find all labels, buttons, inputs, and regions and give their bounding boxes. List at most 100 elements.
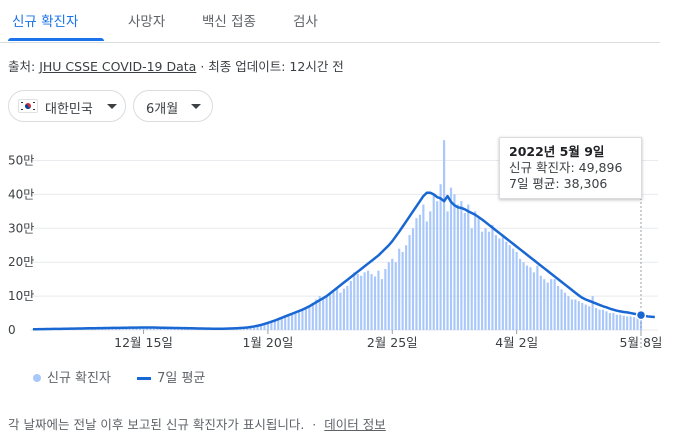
case-bar [553,279,556,330]
tab-deaths[interactable]: 사망자 [128,14,166,30]
case-bar [608,313,611,330]
average-legend-line [137,377,152,380]
case-bar [256,325,259,330]
case-bar [525,265,529,330]
case-bar [266,322,269,330]
case-bar [294,312,297,330]
x-tick-label: 4월 2일 [495,335,538,350]
case-bar [394,262,397,330]
case-bar [612,313,615,330]
source-link[interactable]: JHU CSSE COVID-19 Data [39,59,197,74]
case-bar [277,319,280,330]
tab-new-cases[interactable]: 신규 확진자 [12,14,79,30]
legend-average-label: 7일 평균 [157,371,206,386]
cases-legend-dot [33,374,41,382]
case-bar [487,231,491,330]
case-bar [342,288,345,330]
case-bar [284,316,287,330]
case-bar [246,327,249,330]
case-bar [446,211,449,330]
case-bar [391,258,394,330]
y-tick-label: 30만 [8,221,34,235]
hover-tooltip: 2022년 5월 9일 신규 확진자: 49,896 7일 평균: 38,306 [499,137,642,199]
tab-testing[interactable]: 검사 [293,14,318,30]
case-bar [550,279,553,330]
case-bar [418,214,421,330]
case-bar [373,276,377,330]
case-bar [259,324,263,330]
case-bar [367,270,370,330]
case-bar [474,211,477,330]
case-bar [384,268,387,330]
x-tick-label: 2월 25일 [367,335,418,350]
footer-text: 각 날짜에는 전날 이후 보고된 신규 확진자가 표시됩니다. [8,417,305,432]
case-bar [332,292,335,330]
case-bar [387,262,390,330]
source-prefix: 출처: [8,59,36,74]
x-tick-label: 5월 8일 [620,335,663,350]
period-dropdown[interactable]: 6개월 [133,90,213,122]
case-bar [543,279,546,330]
tooltip-average: 7일 평균: 38,306 [509,176,608,191]
average-line-group [32,191,655,348]
case-bar [501,235,504,330]
case-bar [339,292,342,330]
case-bar [574,299,577,330]
country-label: 대한민국 [45,102,93,117]
case-bar [595,307,598,330]
legend-cases-label: 신규 확진자 [47,371,111,386]
case-bar [519,258,522,330]
x-axis-ticks: 12월 15일 1월 20일 2월 25일 4월 2일 5월 8일 [114,330,662,350]
case-bar [491,224,494,330]
case-bar [494,235,497,330]
data-info-link[interactable]: 데이터 정보 [324,417,386,432]
country-dropdown[interactable]: 대한민국 [8,90,126,122]
case-bar [408,235,411,330]
y-tick-label: 40만 [8,187,34,201]
y-tick-label: 0 [8,323,16,337]
case-bar [570,299,573,330]
korea-flag-icon [18,99,38,113]
case-bar [626,316,629,330]
y-axis-ticks: 0 10만 20만 30만 40만 50만 [8,154,34,337]
last-updated: · 최종 업데이트: 12시간 전 [200,59,344,74]
source-line: 출처: JHU CSSE COVID-19 Data · 최종 업데이트: 12… [8,56,344,75]
tooltip-cases: 신규 확진자: 49,896 [509,160,623,175]
case-bar [591,296,594,330]
case-bar [539,275,542,330]
case-bar [557,285,560,330]
case-bar [322,297,325,330]
tab-vaccination[interactable]: 백신 접종 [202,14,256,30]
case-bar [422,204,425,330]
case-bar [619,314,622,330]
case-bar [577,301,580,330]
case-bar [263,323,266,330]
case-bar [436,201,439,330]
case-bar [291,313,294,330]
case-bar [584,304,587,330]
case-bar [460,201,463,330]
y-tick-label: 50만 [8,154,34,168]
case-bar [31,329,35,330]
case-bar [522,262,525,330]
case-bar [360,275,363,330]
case-bar [297,311,301,330]
tab-bar: 신규 확진자 사망자 백신 접종 검사 [0,0,660,43]
case-bar [429,211,432,330]
case-bar [356,274,359,330]
case-bar [439,184,442,330]
case-bar [453,194,456,330]
case-bar [304,307,307,330]
case-bar [325,296,328,330]
case-bar [615,314,618,330]
case-bar [529,267,532,330]
case-bar [363,272,366,330]
case-bar [508,245,511,330]
case-bar [308,306,311,330]
period-label: 6개월 [146,102,179,117]
case-bar [536,265,539,330]
case-bar [318,296,321,330]
case-bar [425,221,428,330]
case-bar [380,279,383,330]
seven-day-average-line [32,191,655,331]
